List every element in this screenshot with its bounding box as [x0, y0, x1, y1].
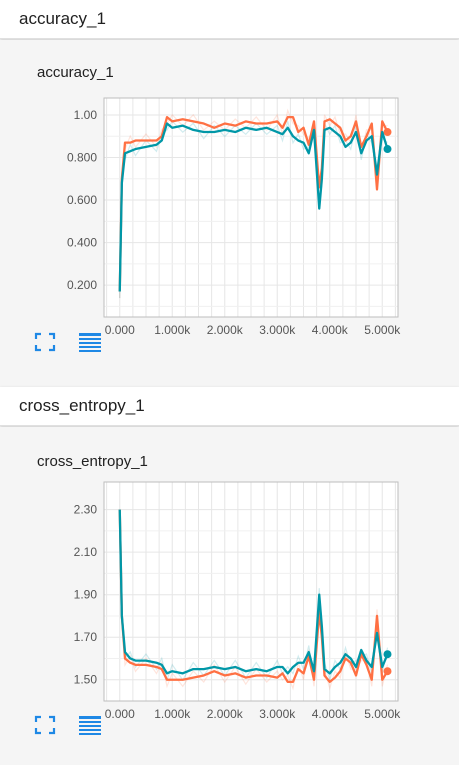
- chart-title: accuracy_1: [37, 64, 114, 81]
- accuracy-card: accuracy_1 0.200 0.400 0.600 0.800 1.00 0.000…: [0, 40, 459, 375]
- plot-frame: [103, 97, 399, 318]
- accuracy-chart: 0.200 0.400 0.600 0.800 1.00 0.000 1.000k 2.000…: [67, 97, 401, 337]
- series-line: [118, 509, 389, 675]
- y-tick-label: 0.800: [67, 151, 97, 165]
- y-tick-label: 0.400: [67, 236, 97, 250]
- series-line: [118, 509, 389, 684]
- data-table-icon: [79, 716, 101, 735]
- y-tick-label: 0.600: [67, 193, 97, 207]
- y-tick-label: 2.30: [74, 503, 98, 517]
- y-tick-label: 1.50: [74, 673, 98, 687]
- data-table-icon: [79, 333, 101, 352]
- fullscreen-button[interactable]: [33, 714, 57, 736]
- x-tick-label: 2.000k: [207, 707, 244, 721]
- x-tick-label: 5.000k: [364, 323, 401, 337]
- y-tick-label: 2.10: [74, 545, 98, 559]
- y-tick-label: 1.00: [74, 108, 98, 122]
- plot-frame: [103, 481, 399, 702]
- x-tick-label: 1.000k: [154, 707, 191, 721]
- x-tick-label: 0.000: [105, 323, 135, 337]
- cross-entropy-card: cross_entropy_1 1.50 1.70 1.90 2.10 2.30 0.00…: [0, 427, 459, 765]
- series-endpoint: [383, 650, 392, 659]
- series-endpoint: [383, 145, 392, 154]
- cross-entropy-chart: 1.50 1.70 1.90 2.10 2.30 0.000 1.000k 2.000k 3.0…: [74, 481, 401, 721]
- data-table-button[interactable]: [78, 714, 102, 736]
- y-tick-label: 0.200: [67, 278, 97, 292]
- chart-title: cross_entropy_1: [37, 453, 148, 470]
- x-tick-label: 5.000k: [364, 707, 401, 721]
- x-tick-label: 3.000k: [259, 707, 296, 721]
- x-tick-label: 4.000k: [312, 323, 349, 337]
- fullscreen-icon: [34, 332, 56, 352]
- x-tick-label: 1.000k: [154, 323, 191, 337]
- series-endpoint: [383, 667, 392, 676]
- fullscreen-icon: [34, 715, 56, 735]
- x-tick-label: 3.000k: [259, 323, 296, 337]
- y-tick-label: 1.70: [74, 630, 98, 644]
- series-line: [118, 115, 389, 292]
- data-table-button[interactable]: [78, 331, 102, 353]
- x-tick-label: 2.000k: [207, 323, 244, 337]
- y-tick-label: 1.90: [74, 588, 98, 602]
- series-line: [118, 122, 389, 292]
- section-header-label: cross_entropy_1: [19, 396, 145, 415]
- fullscreen-button[interactable]: [33, 331, 57, 353]
- section-header-label: accuracy_1: [19, 9, 106, 28]
- cross-entropy-section-header[interactable]: cross_entropy_1: [0, 387, 459, 426]
- x-tick-label: 4.000k: [312, 707, 349, 721]
- accuracy-section-header[interactable]: accuracy_1: [0, 0, 459, 39]
- x-tick-label: 0.000: [105, 707, 135, 721]
- series-endpoint: [383, 128, 392, 137]
